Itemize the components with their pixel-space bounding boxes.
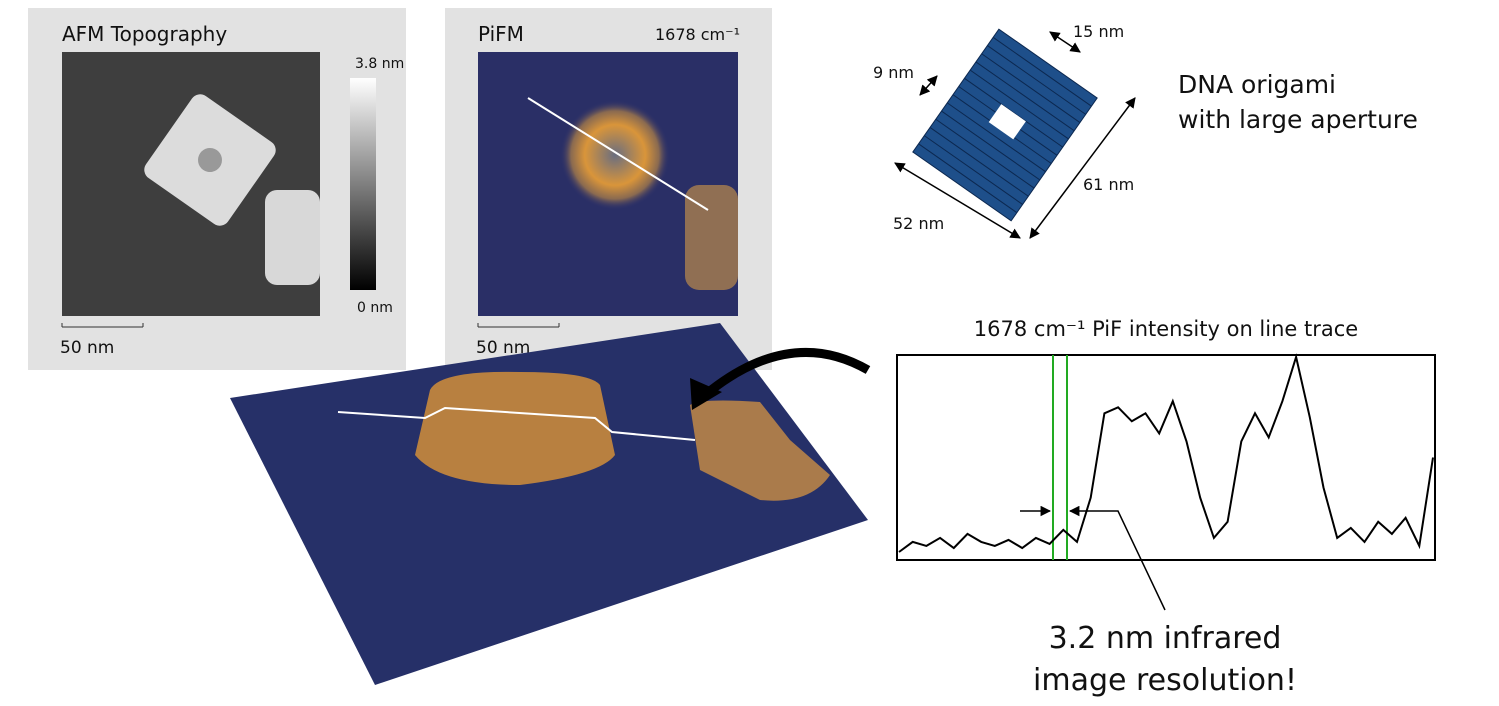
origami-schematic bbox=[913, 29, 1097, 221]
dim-right: 61 nm bbox=[1083, 175, 1134, 194]
colorbar-max: 3.8 nm bbox=[355, 56, 404, 72]
origami-caption: DNA origami bbox=[1178, 70, 1336, 99]
dim-top: 15 nm bbox=[1073, 22, 1124, 41]
colorbar-min: 0 nm bbox=[357, 300, 393, 316]
colorbar bbox=[350, 78, 376, 290]
figure: 3.8 nm 0 nm AFM Topography 50 nm PiFM 16… bbox=[0, 0, 1499, 702]
plot-frame bbox=[897, 355, 1435, 560]
pifm-wavenumber: 1678 cm⁻¹ bbox=[655, 25, 740, 44]
afm-title: AFM Topography bbox=[62, 22, 227, 46]
origami-caption: with large aperture bbox=[1178, 105, 1418, 134]
trace-line bbox=[899, 357, 1433, 552]
page: 3.8 nm 0 nm AFM Topography 50 nm PiFM 16… bbox=[0, 0, 1499, 702]
trace-group bbox=[899, 357, 1433, 552]
plot-title: 1678 cm⁻¹ PiF intensity on line trace bbox=[974, 317, 1358, 341]
surface-origami bbox=[415, 372, 615, 485]
callout: image resolution! bbox=[1033, 663, 1297, 698]
afm-origami-2 bbox=[265, 190, 320, 285]
afm-scale: 50 nm bbox=[60, 338, 114, 358]
pifm-title: PiFM bbox=[478, 22, 524, 46]
callout: 3.2 nm infrared bbox=[1049, 621, 1282, 656]
dim-bottom: 52 nm bbox=[893, 214, 944, 233]
dim-left: 9 nm bbox=[873, 63, 914, 82]
